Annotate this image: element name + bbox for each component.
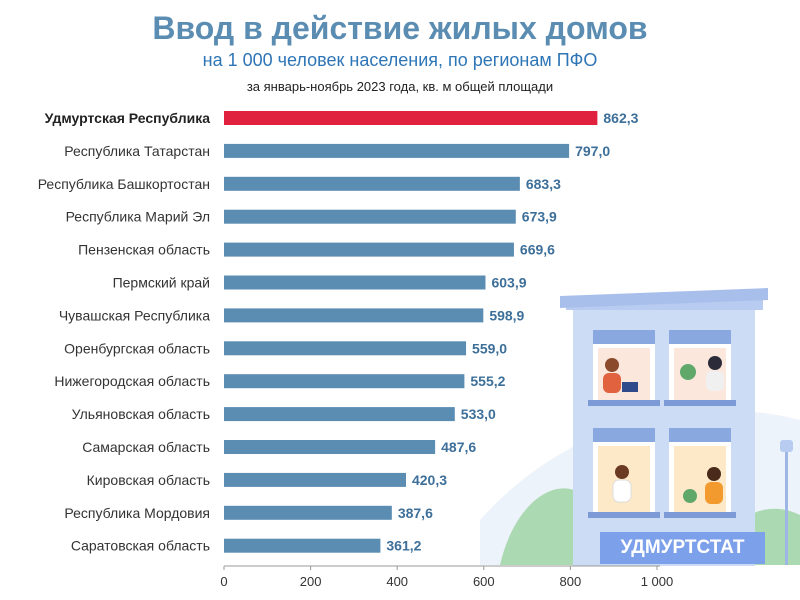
category-label: Республика Мордовия xyxy=(64,505,210,521)
value-label: 533,0 xyxy=(461,406,496,422)
value-label: 862,3 xyxy=(603,110,638,126)
value-label: 797,0 xyxy=(575,143,610,159)
value-label: 420,3 xyxy=(412,472,447,488)
x-tick-label: 400 xyxy=(386,574,408,589)
bar xyxy=(224,341,467,356)
bar xyxy=(224,143,570,158)
category-label: Саратовская область xyxy=(71,538,210,554)
category-label: Кировская область xyxy=(87,472,210,488)
category-label: Республика Башкортостан xyxy=(38,176,210,192)
bar xyxy=(224,505,392,520)
x-tick-label: 0 xyxy=(220,574,227,589)
bar xyxy=(224,440,436,454)
bar xyxy=(224,472,406,487)
chart-title: Ввод в действие жилых домов xyxy=(152,10,648,46)
category-label: Пермский край xyxy=(113,275,210,291)
bar xyxy=(224,275,486,290)
category-label: Ульяновская область xyxy=(72,406,210,422)
chart-subtitle: на 1 000 человек населения, по регионам … xyxy=(202,50,598,70)
bar xyxy=(224,209,516,224)
value-label: 555,2 xyxy=(470,373,505,389)
bar xyxy=(224,308,484,323)
value-label: 487,6 xyxy=(441,439,476,455)
category-label: Пензенская область xyxy=(78,242,210,258)
bar xyxy=(224,111,598,125)
x-tick-label: 1 000 xyxy=(641,574,674,589)
value-label: 603,9 xyxy=(491,275,526,291)
value-label: 669,6 xyxy=(520,242,555,258)
brand-label: УДМУРТСТАТ xyxy=(620,537,745,558)
x-tick-label: 200 xyxy=(300,574,322,589)
bar xyxy=(224,242,514,257)
value-label: 361,2 xyxy=(386,538,421,554)
category-label: Республика Татарстан xyxy=(64,143,210,159)
category-label: Чувашская Республика xyxy=(59,307,210,323)
bar xyxy=(224,538,381,553)
bar xyxy=(224,176,520,191)
value-label: 673,9 xyxy=(522,209,557,225)
chart-period: за январь-ноябрь 2023 года, кв. м общей … xyxy=(246,79,554,94)
category-label: Самарская область xyxy=(82,439,210,455)
value-label: 387,6 xyxy=(398,505,433,521)
category-label: Удмуртская Республика xyxy=(45,110,211,126)
value-label: 559,0 xyxy=(472,340,507,356)
bar xyxy=(224,407,455,422)
x-tick-label: 800 xyxy=(560,574,582,589)
value-label: 683,3 xyxy=(526,176,561,192)
category-label: Нижегородская область xyxy=(54,373,210,389)
x-tick-label: 600 xyxy=(473,574,495,589)
category-label: Оренбургская область xyxy=(64,340,210,356)
bar xyxy=(224,374,465,389)
value-label: 598,9 xyxy=(489,307,524,323)
category-label: Республика Марий Эл xyxy=(66,209,210,225)
